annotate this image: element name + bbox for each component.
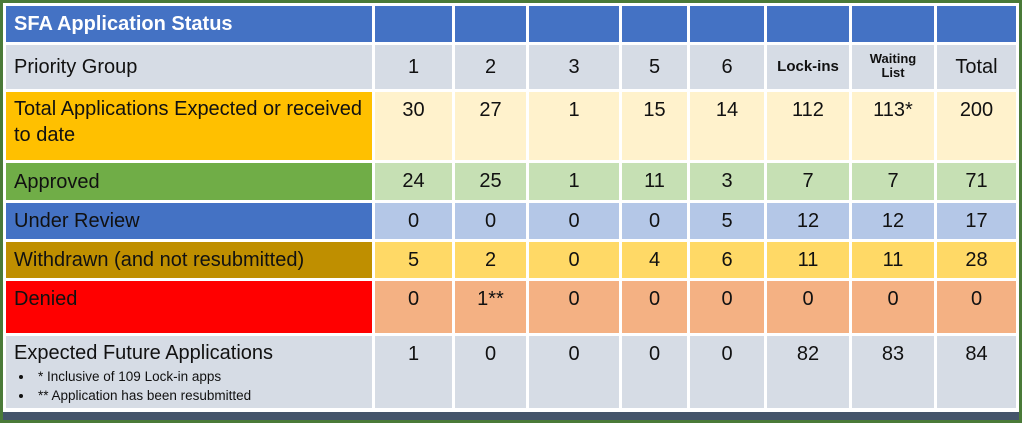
value-cell: 0 — [375, 281, 452, 333]
value-cell: 0 — [852, 281, 934, 333]
value-cell: 30 — [375, 92, 452, 160]
col-header-lockins: Lock-ins — [767, 45, 849, 89]
value-cell: 7 — [852, 163, 934, 200]
value-cell: 11 — [767, 242, 849, 278]
col-header-6: 6 — [690, 45, 764, 89]
footnote-resubmitted: ** Application has been resubmitted — [34, 387, 364, 406]
col-header-1: 1 — [375, 45, 452, 89]
title-spacer-cell — [375, 6, 452, 42]
value-cell: 0 — [622, 336, 687, 408]
value-cell: 4 — [622, 242, 687, 278]
value-cell: 82 — [767, 336, 849, 408]
row-denied: Denied 0 1** 0 0 0 0 0 0 — [6, 281, 1016, 333]
value-cell: 200 — [937, 92, 1016, 160]
value-cell: 0 — [529, 203, 619, 239]
value-cell: 14 — [690, 92, 764, 160]
row-expected-future: Expected Future Applications * Inclusive… — [6, 336, 1016, 408]
row-label-with-footnotes: Expected Future Applications * Inclusive… — [6, 336, 372, 408]
value-cell: 12 — [767, 203, 849, 239]
value-cell: 84 — [937, 336, 1016, 408]
value-cell: 28 — [937, 242, 1016, 278]
value-cell: 1 — [375, 336, 452, 408]
value-cell: 0 — [690, 281, 764, 333]
row-total-applications: Total Applications Expected or received … — [6, 92, 1016, 160]
value-cell: 0 — [455, 336, 526, 408]
col-header-total: Total — [937, 45, 1016, 89]
col-header-5: 5 — [622, 45, 687, 89]
value-cell: 0 — [529, 281, 619, 333]
value-cell: 17 — [937, 203, 1016, 239]
row-withdrawn: Withdrawn (and not resubmitted) 5 2 0 4 … — [6, 242, 1016, 278]
title-spacer-cell — [767, 6, 849, 42]
value-cell: 0 — [937, 281, 1016, 333]
row-label: Total Applications Expected or received … — [6, 92, 372, 160]
footnote-list: * Inclusive of 109 Lock-in apps ** Appli… — [20, 368, 364, 406]
value-cell: 0 — [767, 281, 849, 333]
value-cell: 1** — [455, 281, 526, 333]
value-cell: 113* — [852, 92, 934, 160]
value-cell: 0 — [375, 203, 452, 239]
title-spacer-cell — [690, 6, 764, 42]
value-cell: 5 — [375, 242, 452, 278]
value-cell: 1 — [529, 163, 619, 200]
value-cell: 7 — [767, 163, 849, 200]
table-title: SFA Application Status — [6, 6, 372, 42]
title-spacer-cell — [852, 6, 934, 42]
value-cell: 0 — [622, 281, 687, 333]
col-header-2: 2 — [455, 45, 526, 89]
value-cell: 15 — [622, 92, 687, 160]
value-cell: 0 — [529, 242, 619, 278]
value-cell: 2 — [455, 242, 526, 278]
value-cell: 71 — [937, 163, 1016, 200]
row-title: SFA Application Status — [6, 6, 1016, 42]
col-header-3: 3 — [529, 45, 619, 89]
value-cell: 11 — [852, 242, 934, 278]
value-cell: 0 — [690, 336, 764, 408]
value-cell: 3 — [690, 163, 764, 200]
value-cell: 83 — [852, 336, 934, 408]
col-header-waiting-list: Waiting List — [852, 45, 934, 89]
footnote-lockins: * Inclusive of 109 Lock-in apps — [34, 368, 364, 387]
row-label: Under Review — [6, 203, 372, 239]
value-cell: 24 — [375, 163, 452, 200]
value-cell: 1 — [529, 92, 619, 160]
sfa-status-table: SFA Application Status Priority Group 1 … — [3, 3, 1019, 411]
title-spacer-cell — [622, 6, 687, 42]
value-cell: 112 — [767, 92, 849, 160]
value-cell: 12 — [852, 203, 934, 239]
row-label: Denied — [6, 281, 372, 333]
title-spacer-cell — [455, 6, 526, 42]
value-cell: 25 — [455, 163, 526, 200]
row-label: Approved — [6, 163, 372, 200]
value-cell: 5 — [690, 203, 764, 239]
bottom-accent-bar — [3, 412, 1019, 420]
value-cell: 0 — [622, 203, 687, 239]
priority-group-label: Priority Group — [6, 45, 372, 89]
value-cell: 6 — [690, 242, 764, 278]
row-column-headers: Priority Group 1 2 3 5 6 Lock-ins Waitin… — [6, 45, 1016, 89]
waiting-list-text: Waiting List — [869, 51, 917, 81]
row-under-review: Under Review 0 0 0 0 5 12 12 17 — [6, 203, 1016, 239]
row-label: Withdrawn (and not resubmitted) — [6, 242, 372, 278]
value-cell: 0 — [455, 203, 526, 239]
value-cell: 11 — [622, 163, 687, 200]
title-spacer-cell — [937, 6, 1016, 42]
value-cell: 27 — [455, 92, 526, 160]
row-label: Expected Future Applications — [14, 342, 274, 364]
title-spacer-cell — [529, 6, 619, 42]
row-approved: Approved 24 25 1 11 3 7 7 71 — [6, 163, 1016, 200]
value-cell: 0 — [529, 336, 619, 408]
